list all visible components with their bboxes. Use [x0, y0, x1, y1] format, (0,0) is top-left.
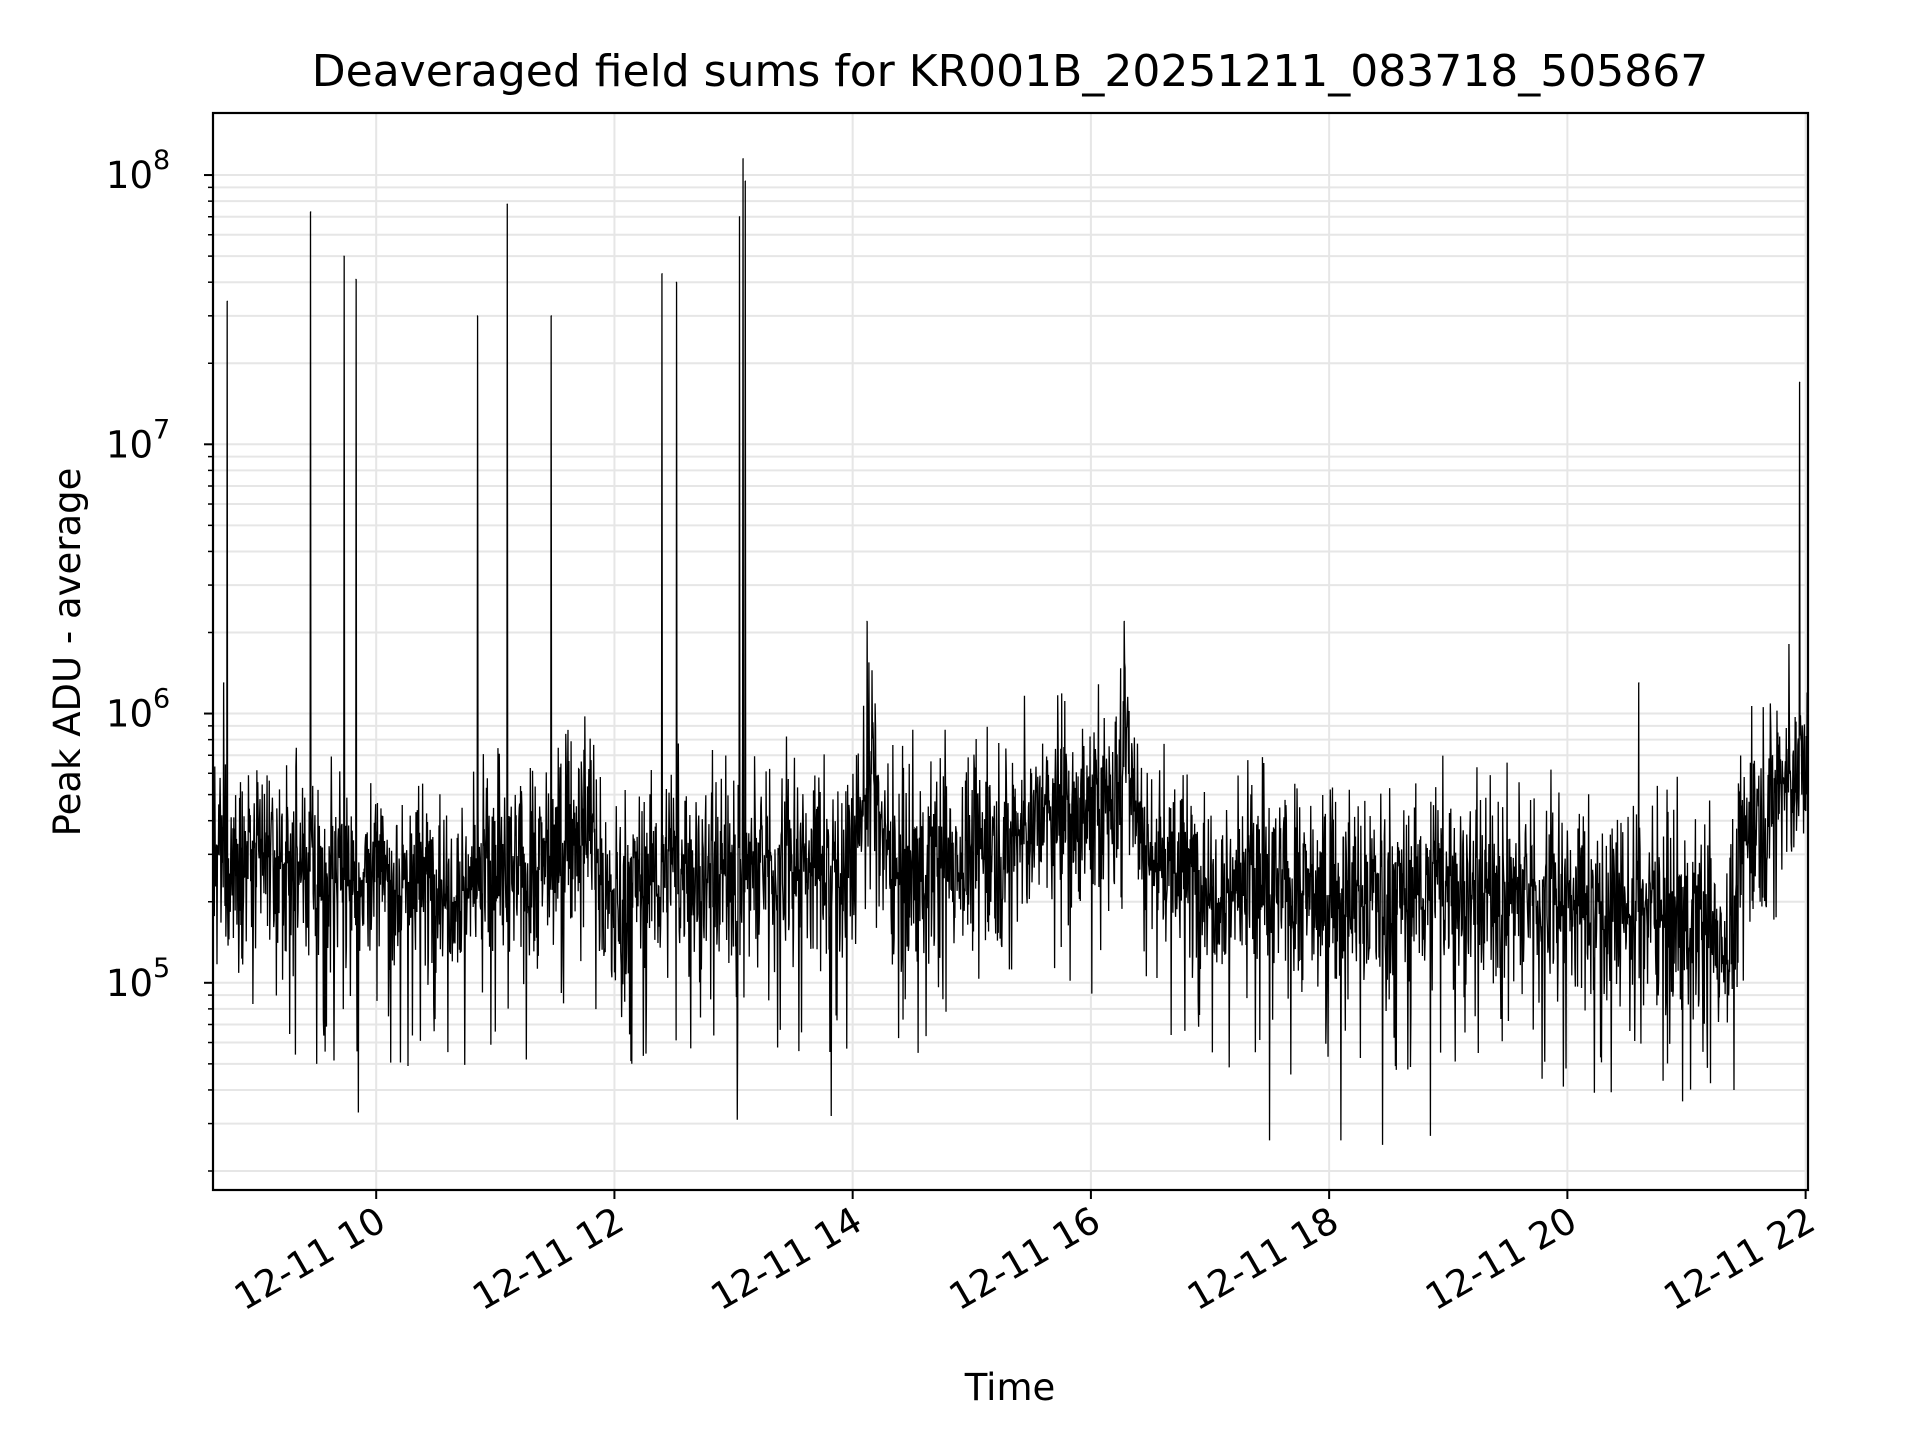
spike-point: [661, 273, 663, 275]
y-axis-label: Peak ADU - average: [46, 468, 89, 837]
y-tick-exponent: 8: [153, 145, 170, 176]
spike-point: [1123, 620, 1125, 622]
plot-frame: [211, 111, 1810, 1192]
chart-title: Deaveraged field sums for KR001B_2025121…: [312, 46, 1708, 97]
spike-point: [343, 255, 345, 257]
spike-point: [550, 315, 552, 317]
y-tick-exponent: 6: [153, 684, 170, 715]
series-layer: [212, 158, 1809, 1145]
spike-point: [866, 620, 868, 622]
spike-point: [744, 180, 747, 182]
spike-point: [506, 203, 508, 205]
x-axis-label: Time: [964, 1366, 1056, 1409]
y-tick-label: 10: [106, 693, 153, 736]
spike-point: [476, 315, 479, 317]
series-line: [212, 158, 1809, 1145]
spike-point: [355, 278, 357, 280]
y-tick-label: 10: [106, 154, 153, 197]
spike-point: [1799, 381, 1801, 383]
grid: [213, 113, 1808, 1190]
y-tick-label: 10: [106, 962, 153, 1005]
y-tick-exponent: 7: [153, 414, 170, 445]
spike-point: [675, 281, 677, 283]
spike-point: [226, 300, 228, 302]
spike-point: [738, 216, 741, 218]
y-tick-label: 10: [106, 423, 153, 466]
y-tick-exponent: 5: [153, 953, 170, 984]
spike-point: [1638, 682, 1640, 684]
spike-point: [310, 211, 312, 213]
spike-point: [223, 682, 225, 684]
spike-point: [742, 158, 744, 160]
